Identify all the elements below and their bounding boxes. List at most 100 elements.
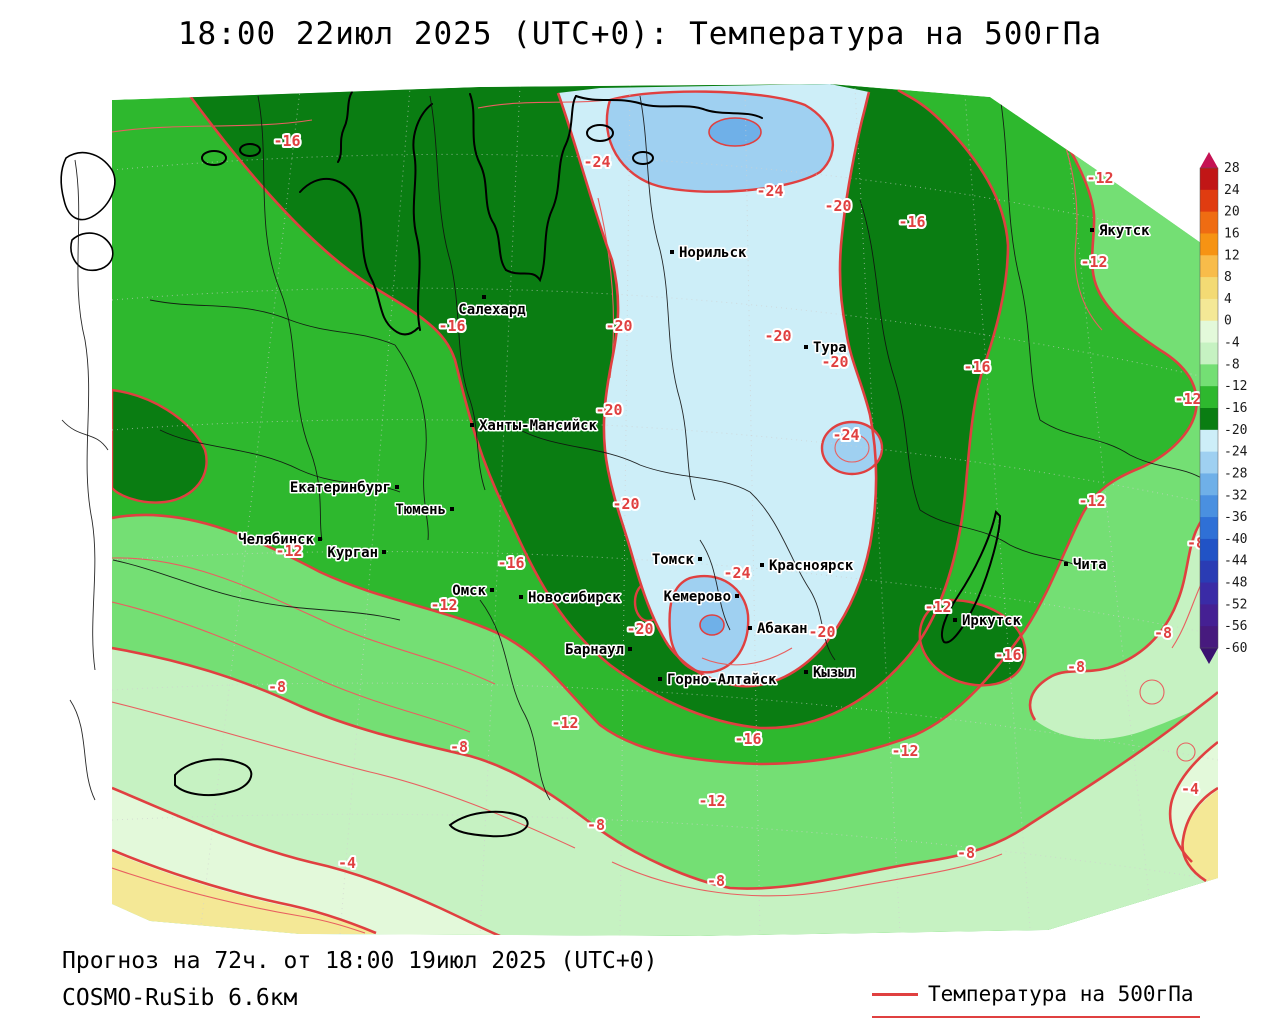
contour-label: -16 (497, 554, 524, 572)
contour-label: -12 (1174, 390, 1201, 408)
band-yellow-left (112, 852, 375, 934)
contour-label: -12 (275, 542, 302, 560)
city-marker (628, 647, 632, 651)
contour-label: -24 (832, 426, 859, 444)
colorbar-band (1200, 255, 1218, 278)
city-label: Чита (1073, 557, 1107, 573)
novaya-zemlya-island (60, 151, 116, 221)
colorbar-band (1200, 233, 1218, 256)
contour-label: -16 (273, 132, 300, 150)
colorbar-band (1200, 408, 1218, 431)
colorbar-tick: -32 (1224, 488, 1247, 503)
arctic-island (201, 150, 227, 166)
band-dark-green-west-blob (112, 388, 208, 504)
coastlines (174, 91, 1002, 838)
margin-admin-line (61, 419, 109, 451)
legend-label: Температура на 500гПа (928, 982, 1194, 1006)
isotherm-minus20 (556, 91, 878, 688)
contour-label: -12 (1086, 169, 1113, 187)
contour-label: -8 (1067, 658, 1085, 676)
colorbar-band (1200, 473, 1218, 496)
model-info-line: COSMO-RuSib 6.6км (62, 985, 298, 1011)
contour-label: -8 (268, 678, 286, 696)
colorbar-tick: 24 (1224, 183, 1240, 198)
contour-label: -12 (551, 714, 578, 732)
colorbar-tick: -28 (1224, 466, 1247, 481)
city-marker (490, 588, 494, 592)
forecast-info-line: Прогноз на 72ч. от 18:00 19июл 2025 (UTC… (62, 948, 658, 974)
colorbar-band (1200, 538, 1218, 562)
city-label: Салехард (458, 302, 526, 318)
colorbar-tick: -56 (1224, 619, 1247, 634)
band-pale-cyan-core (558, 84, 876, 687)
colorbar-tick: 12 (1224, 248, 1240, 263)
colorbar-band (1200, 582, 1218, 605)
colorbar-band (1200, 560, 1218, 584)
band-pale-green-south (112, 648, 1218, 936)
band-deep-blue-south (699, 614, 725, 636)
contour-label: -16 (734, 730, 761, 748)
colorbar-tick: -20 (1224, 423, 1247, 438)
city-marker (748, 626, 752, 630)
lake-baikal (940, 509, 1002, 644)
contour-label: -12 (698, 792, 725, 810)
contour-label: -20 (821, 353, 848, 371)
coastline-ob-gulf-west (299, 177, 419, 336)
city-marker (382, 550, 386, 554)
isotherm-minus8-southeast (1028, 503, 1218, 721)
colorbar-tick: -36 (1224, 510, 1247, 525)
city-label: Новосибирск (528, 590, 621, 606)
contour-label: -8 (957, 844, 975, 862)
temperature-colorbar: 28 24 20 16 12 8 4 0 -4 -8 -12 -16 -20 -24 -28 -32 -36 -4… (1199, 152, 1248, 664)
arctic-island (586, 124, 614, 142)
city-marker (804, 670, 808, 674)
city-label: Кызыл (813, 665, 855, 681)
contour-labels-layer: -16 -24 -24 -20 -16 -12 -12 -16 -20 -20 -20 -16 -12 -… (266, 130, 1207, 892)
lake-zaysan (448, 810, 529, 838)
margin-admin-line (69, 699, 96, 801)
colorbar-tick: 4 (1224, 292, 1232, 307)
contour-label: -12 (924, 598, 951, 616)
band-pale-green-southeast (1030, 505, 1218, 740)
coastline-ob-gulf-east (412, 103, 433, 331)
colorbar-tick: 8 (1224, 270, 1232, 285)
contour-label: -8 (1154, 624, 1172, 642)
city-marker (658, 677, 662, 681)
city-label: Омск (452, 583, 486, 599)
colorbar-band (1200, 298, 1218, 322)
colorbar-tick: -4 (1224, 336, 1240, 351)
city-marker (1090, 228, 1094, 232)
admin-boundaries (112, 95, 1206, 801)
isotherm-minus12 (112, 91, 1198, 766)
city-marker (698, 557, 702, 561)
margin-admin-line (74, 159, 96, 671)
contour-label: -12 (1080, 253, 1107, 271)
city-label: Абакан (757, 621, 808, 637)
colorbar-band (1200, 342, 1218, 365)
colorbar-band (1200, 277, 1218, 300)
contour-label: -20 (626, 620, 653, 638)
contour-label: -8 (450, 738, 468, 756)
contour-label: -20 (595, 401, 622, 419)
city-marker (1064, 562, 1068, 566)
colorbar-tick: -44 (1224, 554, 1248, 569)
colorbar-band (1200, 386, 1218, 409)
city-marker (953, 618, 957, 622)
colorbar-bottom-triangle (1200, 648, 1218, 664)
isotherm-minus4-right (1168, 740, 1218, 863)
city-label: Барнаул (565, 642, 624, 658)
contour-label: -24 (756, 182, 783, 200)
colorbar-tick: -12 (1224, 379, 1247, 394)
contour-label: -20 (605, 317, 632, 335)
colorbar-tick: -52 (1224, 597, 1247, 612)
city-marker (519, 595, 523, 599)
arctic-island (239, 143, 261, 157)
colorbar-tick: -24 (1224, 445, 1248, 460)
city-label: Норильск (679, 245, 747, 261)
contour-label: -12 (1078, 492, 1105, 510)
city-label: Кемерово (664, 589, 731, 605)
colorbar-band (1200, 626, 1218, 649)
contour-label: -8 (587, 816, 605, 834)
